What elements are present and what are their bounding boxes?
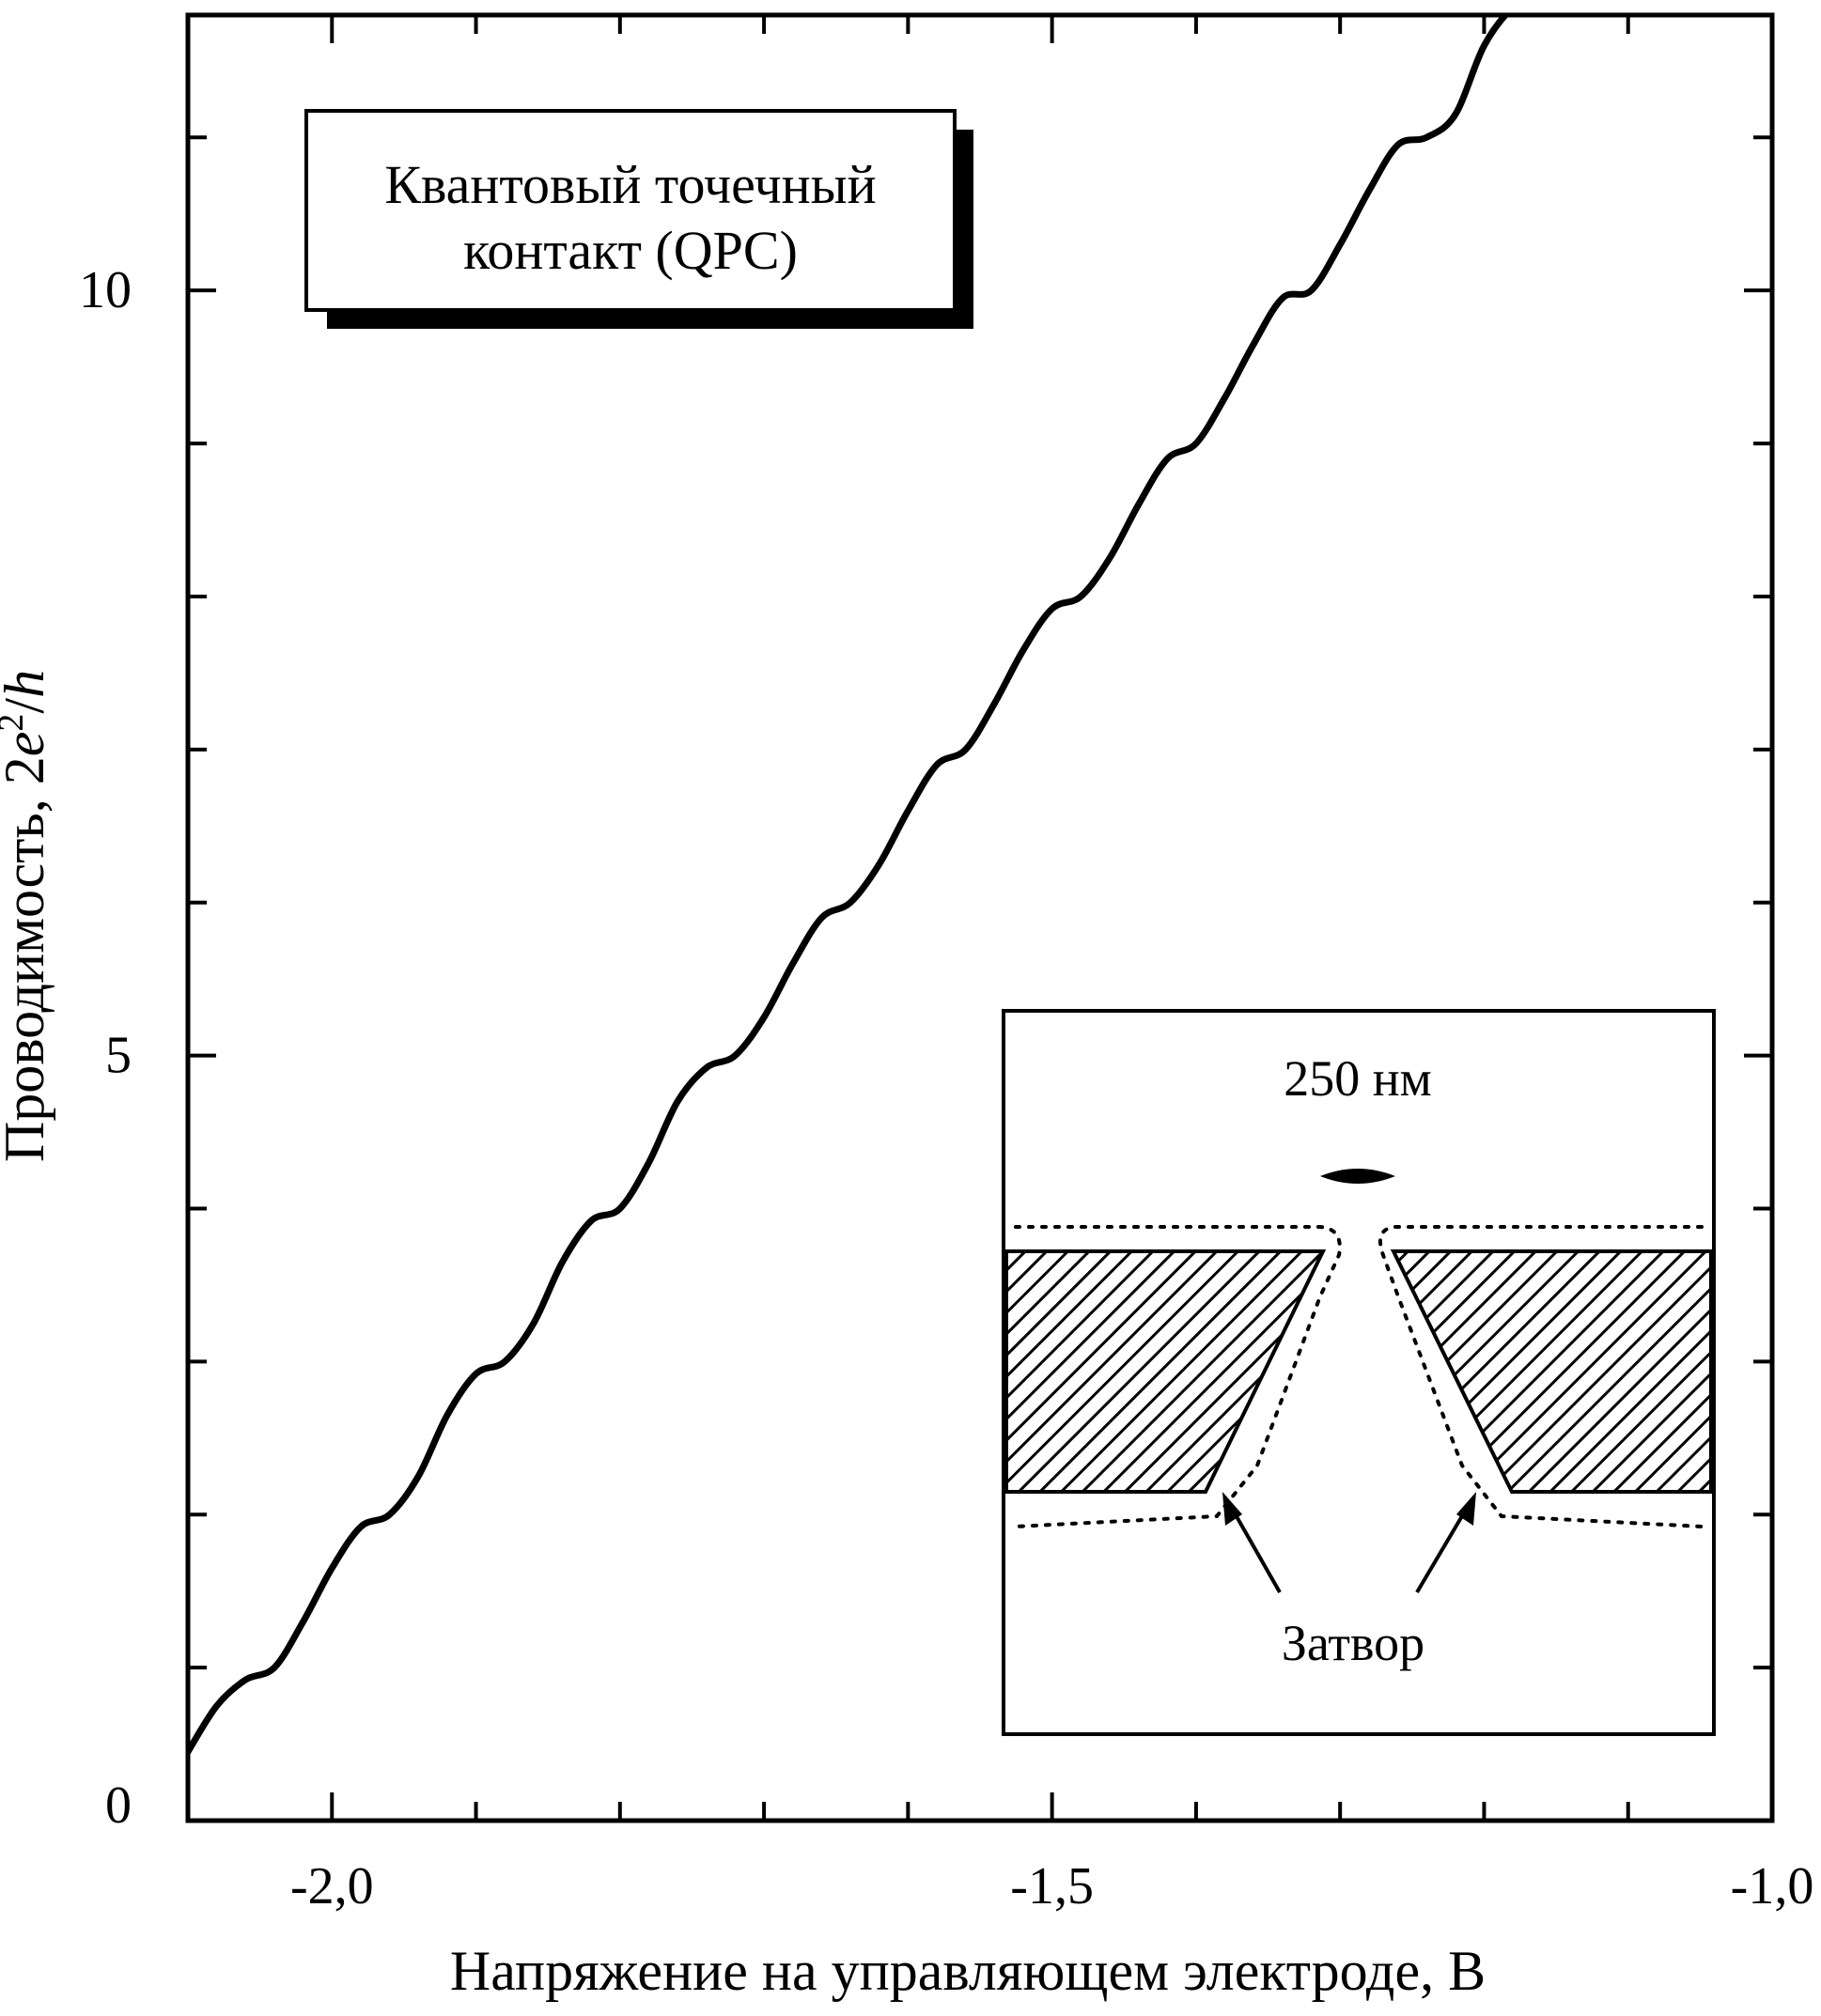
inset-scale-label: 250 нм xyxy=(1284,1050,1432,1107)
scale-marker xyxy=(1320,1169,1395,1184)
axis-ticks xyxy=(186,15,1774,1822)
annotation-line-1: Квантовый точечный xyxy=(384,154,876,215)
x-axis-label: Напряжение на управляющем электроде, В xyxy=(450,1940,1486,2002)
qpc-inset-diagram: 250 нм Затвор xyxy=(1002,1009,1716,1736)
axis-tick-labels: -2,0 -1,5 -1,0 0 5 10 xyxy=(79,261,1813,1915)
annotation-line-2: контакт (QPC) xyxy=(463,220,798,281)
x-tick-label: -1,5 xyxy=(1010,1857,1094,1915)
right-gate xyxy=(1390,1249,1713,1494)
y-tick-label: 10 xyxy=(79,261,132,319)
inset-gate-label: Затвор xyxy=(1282,1615,1424,1671)
y-tick-label: 0 xyxy=(105,1776,132,1835)
plot-frame xyxy=(185,12,1775,1823)
gate-arrow-left xyxy=(1222,1492,1282,1593)
qpc-annotation-box: Квантовый точечный контакт (QPC) xyxy=(304,109,973,329)
y-axis-label: Проводимость, 2e2/h xyxy=(0,670,55,1162)
left-gate xyxy=(1004,1249,1327,1494)
depletion-top-boundary xyxy=(1014,1225,1342,1528)
x-tick-label: -2,0 xyxy=(290,1857,374,1915)
y-tick-label: 5 xyxy=(105,1027,132,1085)
depletion-right-boundary xyxy=(1378,1225,1704,1528)
conductance-series-line xyxy=(188,15,1510,1756)
x-tick-label: -1,0 xyxy=(1731,1857,1814,1915)
gate-arrow-right xyxy=(1415,1492,1476,1594)
